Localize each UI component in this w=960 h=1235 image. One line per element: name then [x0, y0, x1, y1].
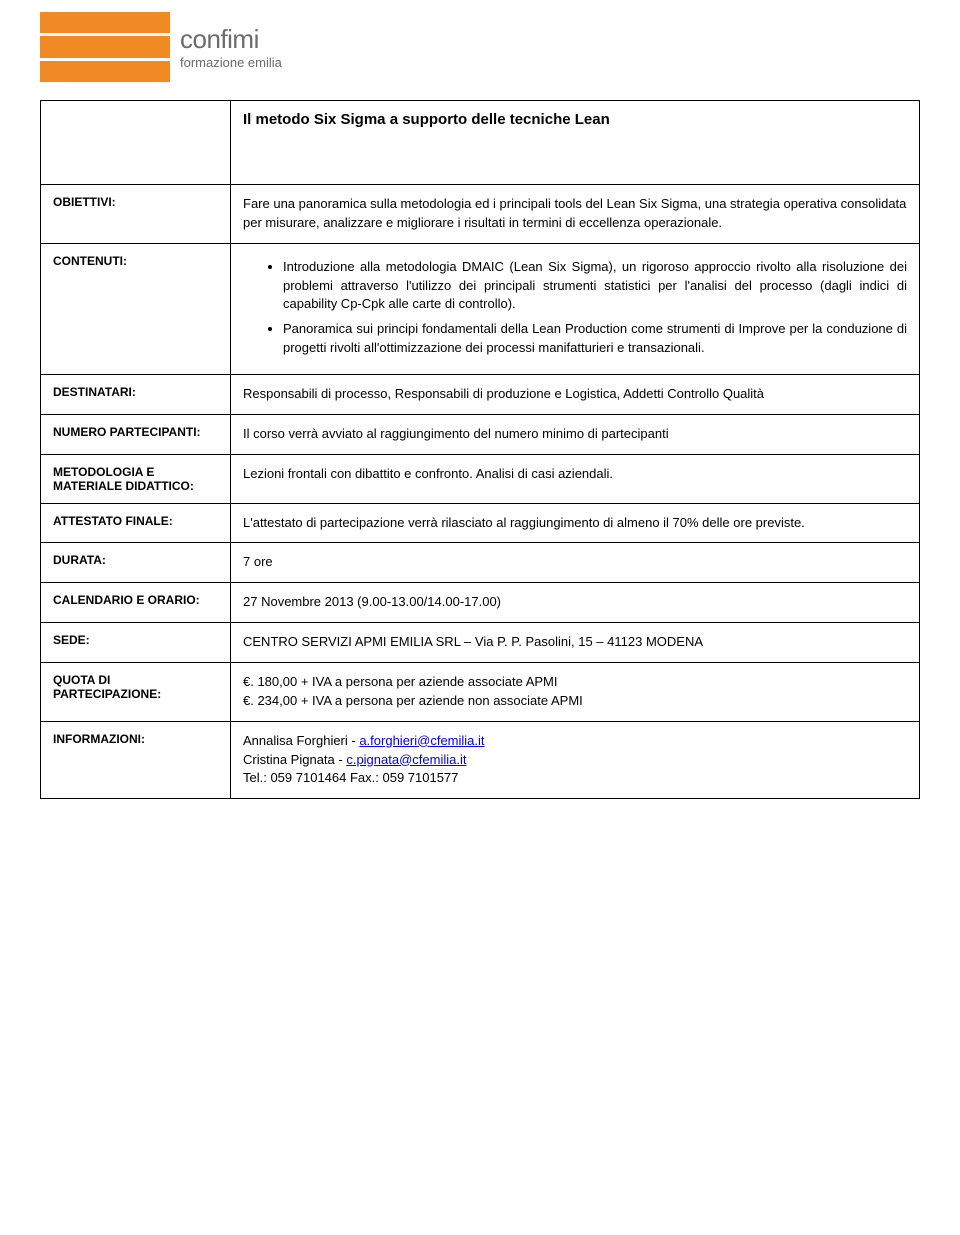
logo-stripe [40, 12, 170, 33]
content-informazioni: Annalisa Forghieri - a.forghieri@cfemili… [231, 721, 920, 799]
label-attestato: ATTESTATO FINALE: [41, 503, 231, 543]
logo-tagline: formazione emilia [180, 55, 282, 70]
course-info-table: Il metodo Six Sigma a supporto delle tec… [40, 100, 920, 799]
contenuti-item: Introduzione alla metodologia DMAIC (Lea… [283, 258, 907, 315]
label-informazioni: INFORMAZIONI: [41, 721, 231, 799]
info-prefix: Cristina Pignata - [243, 752, 346, 767]
content-metodologia: Lezioni frontali con dibattito e confron… [231, 454, 920, 503]
label-obiettivi: OBIETTIVI: [41, 185, 231, 244]
content-numero: Il corso verrà avviato al raggiungimento… [231, 414, 920, 454]
logo-stripe [40, 61, 170, 82]
quota-line: €. 234,00 + IVA a persona per aziende no… [243, 692, 907, 711]
contenuti-item: Panoramica sui principi fondamentali del… [283, 320, 907, 358]
label-calendario: CALENDARIO E ORARIO: [41, 583, 231, 623]
label-contenuti: CONTENUTI: [41, 243, 231, 374]
logo-stripes [40, 12, 170, 82]
course-title: Il metodo Six Sigma a supporto delle tec… [231, 101, 920, 185]
info-tel: Tel.: 059 7101464 Fax.: 059 7101577 [243, 769, 907, 788]
content-destinatari: Responsabili di processo, Responsabili d… [231, 374, 920, 414]
label-sede: SEDE: [41, 623, 231, 663]
label-metodologia: METODOLOGIA E MATERIALE DIDATTICO: [41, 454, 231, 503]
info-line: Annalisa Forghieri - a.forghieri@cfemili… [243, 732, 907, 751]
info-line: Cristina Pignata - c.pignata@cfemilia.it [243, 751, 907, 770]
header-logo: confimi formazione emilia [40, 12, 920, 82]
quota-line: €. 180,00 + IVA a persona per aziende as… [243, 673, 907, 692]
label-quota: QUOTA DI PARTECIPAZIONE: [41, 662, 231, 721]
empty-label-cell [41, 101, 231, 185]
logo-text: confimi formazione emilia [180, 24, 282, 70]
info-prefix: Annalisa Forghieri - [243, 733, 359, 748]
email-link[interactable]: c.pignata@cfemilia.it [346, 752, 466, 767]
label-destinatari: DESTINATARI: [41, 374, 231, 414]
logo-stripe [40, 36, 170, 57]
content-sede: CENTRO SERVIZI APMI EMILIA SRL – Via P. … [231, 623, 920, 663]
email-link[interactable]: a.forghieri@cfemilia.it [359, 733, 484, 748]
content-contenuti: Introduzione alla metodologia DMAIC (Lea… [231, 243, 920, 374]
content-calendario: 27 Novembre 2013 (9.00-13.00/14.00-17.00… [231, 583, 920, 623]
label-durata: DURATA: [41, 543, 231, 583]
content-quota: €. 180,00 + IVA a persona per aziende as… [231, 662, 920, 721]
logo-brand: confimi [180, 24, 282, 55]
content-durata: 7 ore [231, 543, 920, 583]
label-numero: NUMERO PARTECIPANTI: [41, 414, 231, 454]
content-attestato: L'attestato di partecipazione verrà rila… [231, 503, 920, 543]
content-obiettivi: Fare una panoramica sulla metodologia ed… [231, 185, 920, 244]
